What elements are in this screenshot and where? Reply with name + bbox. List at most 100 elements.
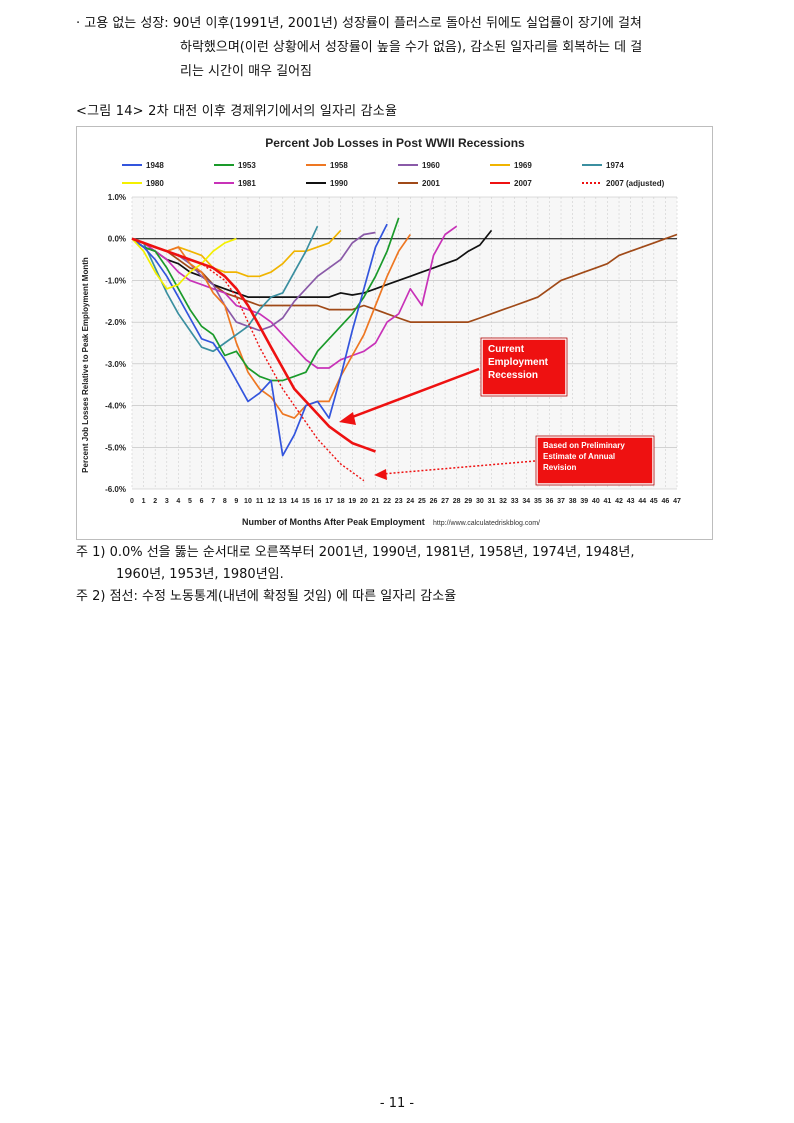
x-tick-label: 20 — [360, 498, 368, 505]
x-tick-label: 45 — [650, 498, 658, 505]
series-line-1981 — [131, 225, 458, 369]
x-tick-label: 11 — [256, 498, 264, 505]
legend-label: 1974 — [606, 161, 624, 170]
x-tick-label: 7 — [211, 498, 215, 505]
x-tick-label: 31 — [488, 498, 496, 505]
x-tick-label: 4 — [176, 498, 180, 505]
y-axis-label: Percent Job Losses Relative to Peak Empl… — [81, 257, 90, 473]
y-tick-label: 0.0% — [108, 235, 126, 244]
arrow-head — [339, 412, 356, 425]
legend-label: 1990 — [330, 179, 348, 188]
annotation-text: Revision — [543, 463, 576, 472]
annotation-text: Based on Preliminary — [543, 441, 625, 450]
x-tick-label: 42 — [615, 498, 623, 505]
annotation-arrow — [346, 367, 480, 421]
x-tick-label: 27 — [441, 498, 449, 505]
annotation-text: Recession — [488, 370, 538, 381]
footnote-2: 주 2) 점선: 수정 노동통계(내년에 확정될 것임) 에 따른 일자리 감소… — [76, 589, 457, 604]
x-tick-label: 19 — [348, 498, 356, 505]
legend-label: 1948 — [146, 161, 164, 170]
job-loss-chart: Percent Job Losses in Post WWII Recessio… — [77, 127, 712, 539]
x-tick-label: 43 — [627, 498, 635, 505]
annotation-border — [535, 435, 655, 486]
page-number: - 11 - — [379, 1096, 415, 1111]
x-tick-label: 18 — [337, 498, 345, 505]
y-tick-label: 1.0% — [108, 193, 126, 202]
job-loss-chart-frame: Percent Job Losses in Post WWII Recessio… — [76, 126, 713, 540]
annotation-text: Employment — [488, 357, 549, 368]
x-tick-label: 41 — [604, 498, 612, 505]
series-line-1990 — [131, 229, 493, 298]
x-tick-label: 0 — [130, 498, 134, 505]
x-tick-label: 40 — [592, 498, 600, 505]
x-tick-label: 39 — [580, 498, 588, 505]
legend-label: 1958 — [330, 161, 348, 170]
legend-label: 1960 — [422, 161, 440, 170]
x-tick-label: 21 — [372, 498, 380, 505]
annotation-arrow-dotted — [381, 460, 536, 475]
series-line-1948 — [131, 223, 388, 457]
x-tick-label: 44 — [638, 498, 646, 505]
chart-legend: 1948 1953 1958 1960 1969 1974 1980 1981 1990 2001… — [122, 161, 665, 188]
x-tick-label: 26 — [430, 498, 438, 505]
x-tick-label: 23 — [395, 498, 403, 505]
x-tick-label: 35 — [534, 498, 542, 505]
recession-bullet-point: · 고용 없는 성장: 90년 이후(1991년, 2001년) 성장률이 플러… — [76, 12, 726, 84]
bullet-text-line-1: 90년 이후(1991년, 2001년) 성장률이 플러스로 돌아선 뒤에도 실… — [172, 16, 642, 31]
chart-annotations: Current Employment Recession Based on Preli… — [339, 337, 655, 486]
x-tick-label: 33 — [511, 498, 519, 505]
x-tick-label: 6 — [200, 498, 204, 505]
x-tick-label: 46 — [662, 498, 670, 505]
x-tick-label: 37 — [557, 498, 565, 505]
y-tick-label: -5.0% — [105, 443, 126, 452]
y-tick-label: -2.0% — [105, 318, 126, 327]
x-tick-label: 17 — [325, 498, 333, 505]
legend-label: 1953 — [238, 161, 256, 170]
x-tick-label: 16 — [314, 498, 322, 505]
x-axis-label: Number of Months After Peak Employment — [242, 517, 425, 527]
annotation-text: Current — [488, 344, 525, 355]
annotation-text: Estimate of Annual — [543, 452, 615, 461]
legend-label: 1980 — [146, 179, 164, 188]
y-tick-label: -3.0% — [105, 360, 126, 369]
series-line-1958 — [131, 234, 411, 419]
x-tick-label: 8 — [223, 498, 227, 505]
series-line-1980 — [131, 237, 237, 290]
x-tick-label: 3 — [165, 498, 169, 505]
x-tick-label: 10 — [244, 498, 252, 505]
x-tick-label: 47 — [673, 498, 681, 505]
legend-label: 2007 (adjusted) — [606, 179, 665, 188]
bullet-text-line-2: 하락했으며(이런 상황에서 성장률이 높을 수가 없음), 감소된 일자리를 회… — [180, 40, 643, 55]
x-tick-label: 38 — [569, 498, 577, 505]
x-tick-label: 34 — [522, 498, 530, 505]
y-tick-label: -6.0% — [105, 485, 126, 494]
y-tick-label: -4.0% — [105, 402, 126, 411]
footnote-1-line-1: 주 1) 0.0% 선을 뚫는 순서대로 오른쪽부터 2001년, 1990년,… — [76, 545, 635, 560]
legend-label: 2001 — [422, 179, 440, 188]
annotation-box — [536, 436, 654, 485]
x-tick-label: 15 — [302, 498, 310, 505]
x-tick-label: 14 — [290, 498, 298, 505]
chart-source-url: http://www.calculatedriskblog.com/ — [433, 520, 540, 527]
x-tick-label: 24 — [406, 498, 414, 505]
x-tick-label: 9 — [234, 498, 238, 505]
legend-label: 1969 — [514, 161, 532, 170]
y-tick-label: -1.0% — [105, 276, 126, 285]
bullet-heading: · 고용 없는 성장: — [76, 16, 169, 31]
x-tick-label: 29 — [464, 498, 472, 505]
x-tick-label: 36 — [546, 498, 554, 505]
x-tick-label: 13 — [279, 498, 287, 505]
x-tick-label: 28 — [453, 498, 461, 505]
series-line-2007 — [131, 237, 376, 453]
x-tick-label: 12 — [267, 498, 275, 505]
footnote-1: 주 1) 0.0% 선을 뚫는 순서대로 오른쪽부터 2001년, 1990년,… — [76, 542, 726, 586]
bullet-text-line-3: 리는 시간이 매우 길어짐 — [180, 64, 312, 79]
chart-title: Percent Job Losses in Post WWII Recessio… — [265, 136, 525, 150]
x-tick-label: 30 — [476, 498, 484, 505]
x-tick-label: 2 — [153, 498, 157, 505]
x-tick-label: 25 — [418, 498, 426, 505]
x-tick-label: 5 — [188, 498, 192, 505]
x-tick-label: 1 — [142, 498, 146, 505]
figure-caption: <그림 14> 2차 대전 이후 경제위기에서의 일자리 감소율 — [76, 104, 398, 119]
x-tick-label: 22 — [383, 498, 391, 505]
